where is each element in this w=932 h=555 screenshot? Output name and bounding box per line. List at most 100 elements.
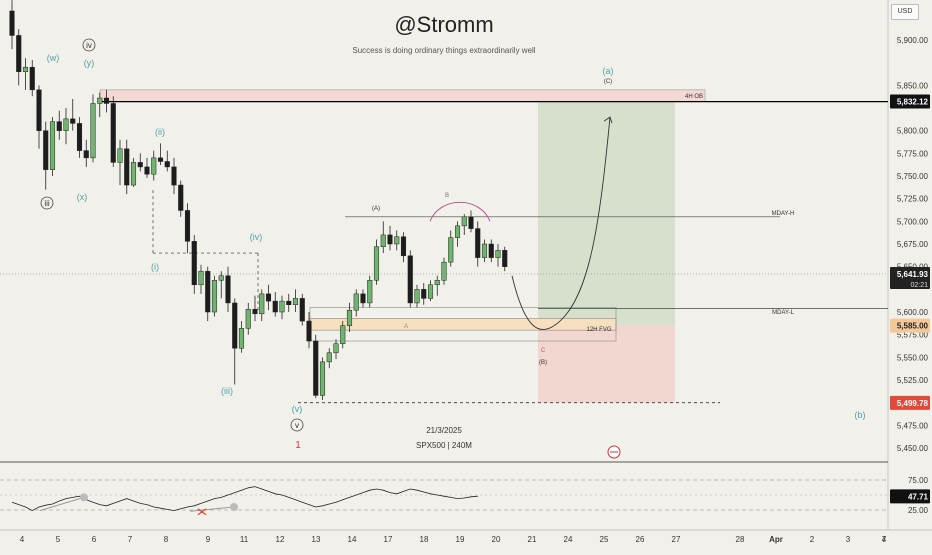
candle-body xyxy=(103,97,110,104)
candle-body xyxy=(292,298,299,305)
x-tick-label: Apr xyxy=(769,535,783,544)
candle-body xyxy=(461,216,467,227)
rsi-tick-75: 75.00 xyxy=(908,476,929,485)
fvg-price-badge-bg xyxy=(890,318,930,333)
candle-body xyxy=(117,148,123,163)
last-price-badge-bg xyxy=(890,266,930,289)
candle-body xyxy=(76,123,83,151)
x-tick-label: 18 xyxy=(420,535,429,544)
x-tick-label: 25 xyxy=(600,535,609,544)
candle-body xyxy=(279,300,285,313)
y-tick-label: 5,675.00 xyxy=(897,240,929,249)
candle-body xyxy=(151,157,157,175)
y-tick-label: 5,850.00 xyxy=(897,81,929,90)
x-tick-label: 20 xyxy=(492,535,501,544)
candle-body xyxy=(414,289,420,304)
candle-body xyxy=(360,293,366,304)
candle-body xyxy=(164,161,170,168)
candle-body xyxy=(137,162,143,168)
candle-body xyxy=(353,293,359,311)
fvg-price-badge: 5,585.00 xyxy=(897,322,929,331)
mday-l-label: MDAY-L xyxy=(772,310,794,316)
y-tick-label: 5,475.00 xyxy=(897,421,929,430)
x-tick-label: 3 xyxy=(846,535,851,544)
b-arc xyxy=(429,201,491,222)
candle-body xyxy=(265,293,272,302)
rsi-divergence-dot-1 xyxy=(80,493,88,502)
ob-label: 4H OB xyxy=(685,94,703,100)
candle-body xyxy=(326,352,332,363)
circled-v-ring xyxy=(290,418,304,432)
circled-iv-ring xyxy=(82,38,96,52)
candle-body xyxy=(49,121,56,170)
x-tick-label: 11 xyxy=(240,535,249,544)
watermark-brand: @Stromm xyxy=(394,12,494,37)
currency-badge[interactable]: USD xyxy=(891,4,919,20)
candle-body xyxy=(225,275,231,304)
circled-v-label: v xyxy=(295,421,299,430)
candle-body xyxy=(468,216,474,229)
mday-h-label: MDAY-H xyxy=(772,211,795,217)
wave-label-A-paren: (A) xyxy=(372,206,380,212)
candle-body xyxy=(387,234,393,245)
candle-body xyxy=(502,250,508,267)
candle-body xyxy=(70,118,76,124)
x-tick-label: 5 xyxy=(56,535,61,544)
x-tick-label: 4 xyxy=(882,535,887,544)
candle-body xyxy=(238,328,245,349)
x-tick-label: 7 xyxy=(128,535,133,544)
candle-body xyxy=(232,302,238,349)
x-tick-label: 8 xyxy=(164,535,169,544)
wave-label-ii: (ii) xyxy=(155,127,165,137)
rsi-cross-mark xyxy=(197,508,207,516)
candle-body xyxy=(333,343,339,354)
x-tick-label: 21 xyxy=(528,535,537,544)
x-tick-label: 17 xyxy=(384,535,393,544)
candle-body xyxy=(90,103,96,159)
order-block-zone xyxy=(99,89,706,102)
candle-body xyxy=(16,35,22,72)
stop-price-badge-bg xyxy=(890,395,930,410)
y-tick-label: 5,575.00 xyxy=(897,331,929,340)
wave-label-A: A xyxy=(404,324,408,330)
candle-body xyxy=(245,309,251,329)
stop-price-badge: 5,499.78 xyxy=(897,399,929,408)
y-tick-label: 5,900.00 xyxy=(897,36,929,45)
y-tick-label: 5,450.00 xyxy=(897,444,929,453)
candle-body xyxy=(124,148,130,186)
y-tick-label: 5,750.00 xyxy=(897,172,929,181)
rsi-tick-25: 25.00 xyxy=(908,506,929,515)
projection-down-path xyxy=(511,275,561,330)
rsi-divergence-1 xyxy=(39,496,85,512)
candle-body xyxy=(488,243,494,258)
wave-label-B-paren: (B) xyxy=(539,360,547,366)
candle-body xyxy=(171,166,177,186)
x-tick-label: 7 xyxy=(882,535,887,544)
candle-body xyxy=(43,130,49,170)
footer-date: 21/3/2025 xyxy=(426,426,462,435)
candle-body xyxy=(340,325,346,344)
bar-timer: 02:21 xyxy=(910,282,928,289)
candle-body xyxy=(272,300,278,313)
stop-loss-zone xyxy=(538,325,675,403)
watermark-tagline: Success is doing ordinary things extraor… xyxy=(352,46,536,55)
long-target-zone xyxy=(538,101,675,326)
wave-label-w: (w) xyxy=(47,53,60,63)
candle-body xyxy=(205,270,211,313)
candle-body xyxy=(211,280,218,313)
circled-iii-label: iii xyxy=(44,199,50,208)
y-tick-label: 5,775.00 xyxy=(897,149,929,158)
rsi-line xyxy=(11,486,478,512)
candle-body xyxy=(448,237,454,263)
x-tick-label: 12 xyxy=(276,535,285,544)
wave-label-C: C xyxy=(541,348,546,354)
candle-body xyxy=(346,309,353,326)
target-price-badge: 5,832.12 xyxy=(897,98,929,107)
candle-body xyxy=(495,250,501,258)
candle-body xyxy=(218,275,224,281)
wave-label-iii: (iii) xyxy=(221,386,233,396)
wave-label-red-one: 1 xyxy=(295,440,301,451)
projection-up-path xyxy=(559,117,611,322)
